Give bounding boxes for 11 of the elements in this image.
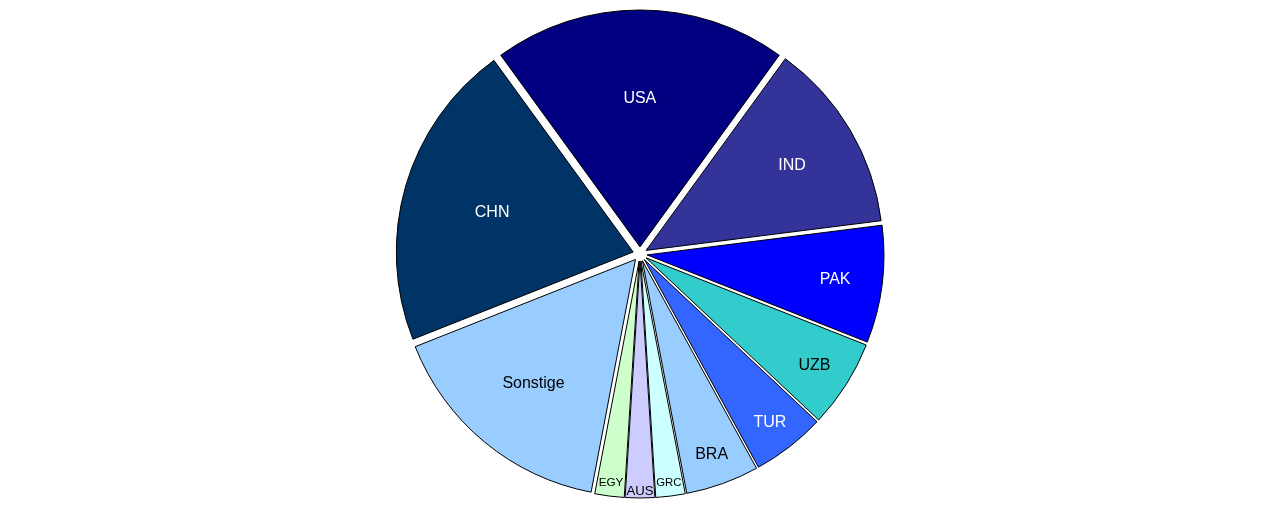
slice-label: IND bbox=[778, 155, 806, 173]
slice-label: PAK bbox=[819, 270, 851, 288]
slice-label: AUS bbox=[626, 482, 654, 498]
slice-label: TUR bbox=[753, 412, 787, 430]
slice-label: GRC bbox=[656, 476, 682, 489]
slice-label: CHN bbox=[474, 202, 510, 220]
slice-label: Sonstige bbox=[502, 374, 565, 392]
slice-label: EGY bbox=[598, 475, 624, 489]
slice-label: UZB bbox=[798, 356, 831, 374]
slice-label: BRA bbox=[695, 444, 729, 462]
slice-label: USA bbox=[623, 89, 657, 107]
